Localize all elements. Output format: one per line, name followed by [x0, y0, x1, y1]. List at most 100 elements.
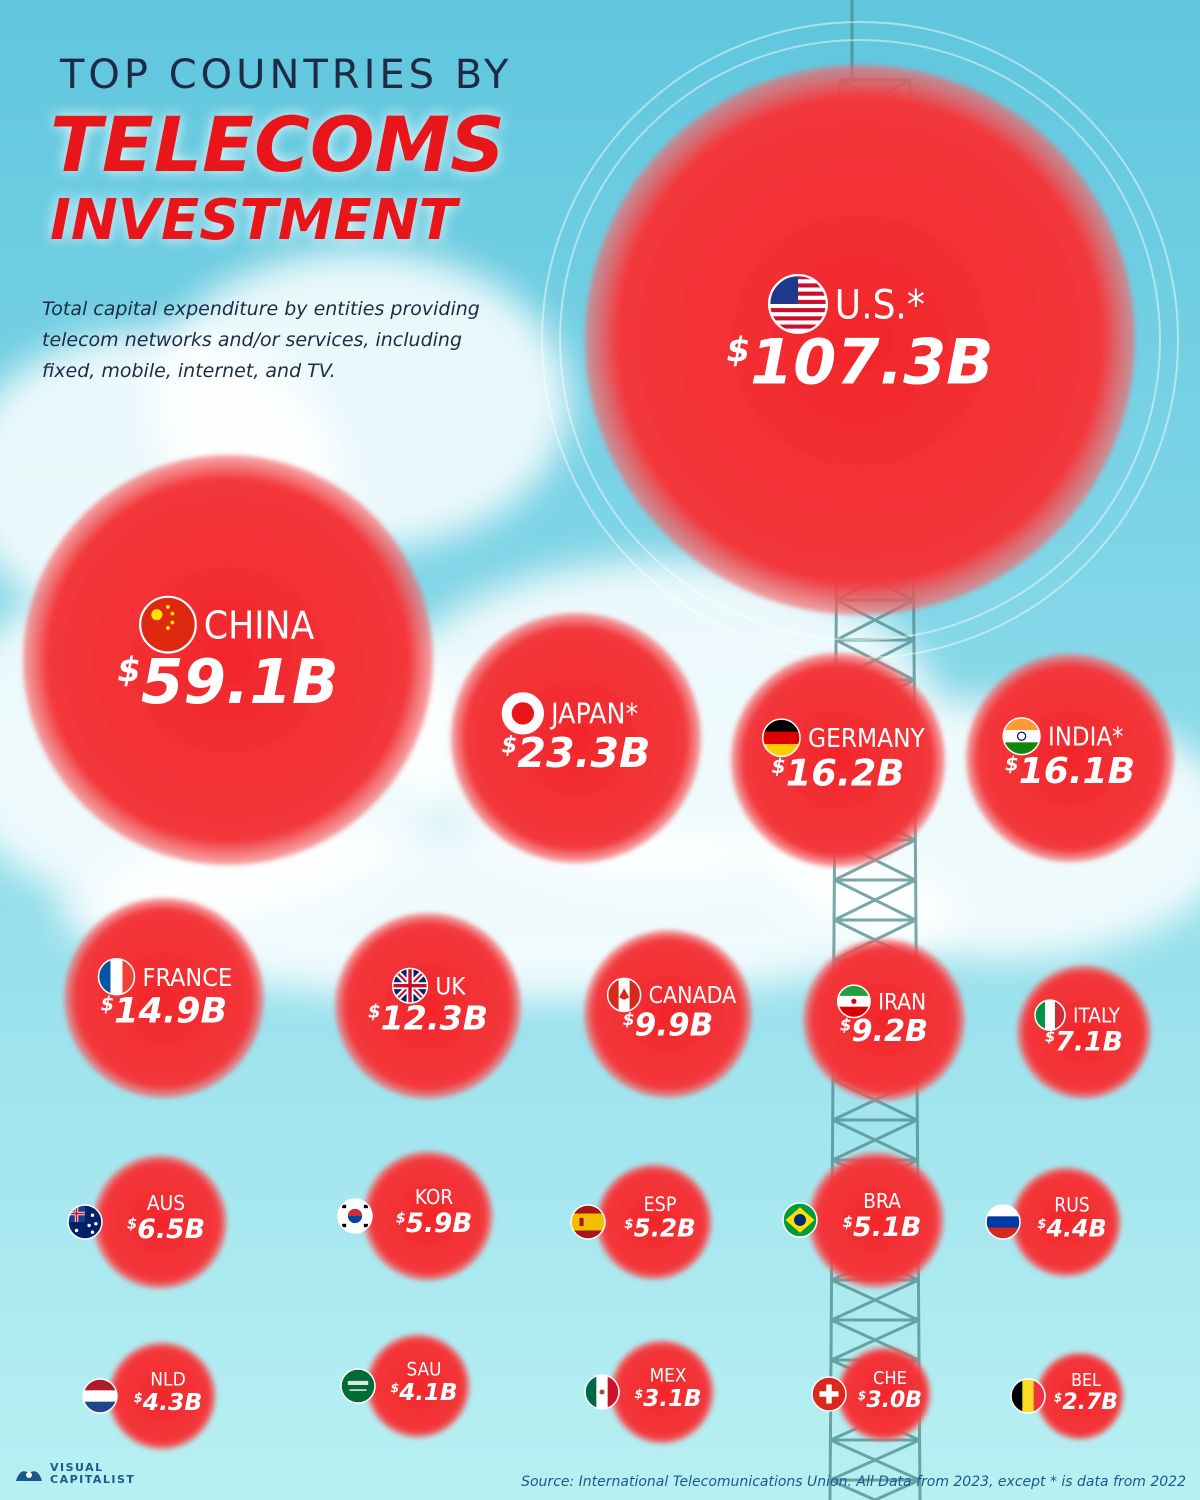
- bubble-circle-uk: [335, 913, 521, 1099]
- bubble-uk: UK$12.3B: [335, 913, 521, 1099]
- country-label-uk: UK: [435, 972, 466, 1000]
- brazil-flag-icon: [782, 1202, 818, 1238]
- bubble-che: CHE$3.0B: [811, 1347, 931, 1441]
- country-label-india: INDIA*: [1048, 722, 1124, 752]
- bubble-iran: IRAN$9.2B: [803, 939, 965, 1101]
- value-label-rus: $4.4B: [1037, 1214, 1106, 1242]
- bubble-nld: NLD$4.3B: [82, 1342, 216, 1450]
- germany-flag-icon: [761, 718, 801, 758]
- bubble-circle-bra: [808, 1152, 944, 1288]
- bubble-esp: ESP$5.2B: [570, 1164, 712, 1280]
- country-label-japan: JAPAN*: [549, 698, 638, 731]
- value-label-bra: $5.1B: [843, 1212, 922, 1243]
- source-note: Source: International Telecomunications …: [521, 1474, 1186, 1490]
- bubble-circle-rus: [1011, 1167, 1121, 1277]
- value-label-canada: $9.9B: [623, 1008, 713, 1044]
- bubble-circle-che: [837, 1347, 931, 1441]
- country-label-bel: BEL: [1071, 1371, 1101, 1391]
- bubble-circle-us: [585, 65, 1135, 615]
- russia-flag-icon: [985, 1204, 1021, 1240]
- value-label-india: $16.1B: [1005, 751, 1135, 792]
- visual-capitalist-logo: VISUAL CAPITALIST: [14, 1462, 135, 1486]
- korea-flag-icon: [337, 1198, 373, 1234]
- bubble-circle-canada: [584, 930, 752, 1098]
- country-label-iran: IRAN: [878, 989, 926, 1015]
- value-label-nld: $4.3B: [134, 1388, 203, 1416]
- bubble-circle-esp: [596, 1164, 712, 1280]
- value-label-kor: $5.9B: [396, 1209, 473, 1239]
- country-label-canada: CANADA: [649, 983, 737, 1009]
- country-label-us: U.S.*: [835, 282, 925, 328]
- value-label-aus: $6.5B: [127, 1214, 205, 1245]
- value-label-france: $14.9B: [101, 992, 227, 1032]
- iran-flag-icon: [836, 984, 871, 1019]
- value-label-us: $107.3B: [726, 325, 993, 398]
- value-label-germany: $16.2B: [772, 752, 905, 795]
- india-flag-icon: [1002, 717, 1041, 756]
- value-label-china: $59.1B: [117, 647, 338, 718]
- bubble-us: U.S.*$107.3B: [585, 65, 1135, 615]
- bubble-rus: RUS$4.4B: [985, 1167, 1121, 1277]
- bubble-france: FRANCE$14.9B: [64, 898, 264, 1098]
- mexico-flag-icon: [584, 1374, 620, 1410]
- country-label-aus: AUS: [147, 1191, 185, 1215]
- bubble-bra: BRA$5.1B: [782, 1152, 944, 1288]
- bubble-germany: GERMANY$16.2B: [731, 653, 945, 867]
- logo-text: VISUAL CAPITALIST: [50, 1462, 135, 1486]
- title-line-3: INVESTMENT: [50, 188, 457, 253]
- bubble-bel: BEL$2.7B: [1010, 1352, 1124, 1440]
- bubble-circle-india: [966, 654, 1174, 862]
- bubble-aus: AUS$6.5B: [67, 1155, 227, 1289]
- bubble-circle-italy: [1017, 965, 1151, 1099]
- bubble-japan: JAPAN*$23.3B: [451, 613, 701, 863]
- bubble-canada: CANADA$9.9B: [584, 930, 752, 1098]
- bubble-circle-germany: [731, 653, 945, 867]
- bubble-circle-aus: [93, 1155, 227, 1289]
- france-flag-icon: [97, 958, 136, 996]
- value-label-japan: $23.3B: [502, 729, 651, 777]
- japan-flag-icon: [501, 692, 544, 735]
- logo-line-1: VISUAL: [50, 1461, 104, 1474]
- uk-flag-icon: [391, 967, 429, 1004]
- title-line-1: TOP COUNTRIES BY: [60, 52, 513, 98]
- country-label-germany: GERMANY: [808, 724, 925, 754]
- bubble-circle-iran: [803, 939, 965, 1101]
- country-label-france: FRANCE: [143, 963, 233, 992]
- bubble-circle-japan: [451, 613, 701, 863]
- country-label-bra: BRA: [863, 1189, 901, 1213]
- netherlands-flag-icon: [82, 1378, 118, 1414]
- value-label-uk: $12.3B: [368, 998, 488, 1037]
- bubble-circle-mex: [610, 1340, 714, 1444]
- country-label-china: CHINA: [204, 604, 315, 649]
- bubble-india: INDIA*$16.1B: [966, 654, 1174, 862]
- bubble-italy: ITALY$7.1B: [1017, 965, 1151, 1099]
- switzerland-flag-icon: [811, 1376, 847, 1412]
- logo-line-2: CAPITALIST: [50, 1473, 136, 1486]
- italy-flag-icon: [1034, 999, 1066, 1031]
- title-line-2: TELECOMS: [50, 100, 505, 189]
- bubble-circle-france: [64, 898, 264, 1098]
- saudi-flag-icon: [340, 1368, 376, 1404]
- bubble-kor: KOR$5.9B: [337, 1151, 493, 1281]
- bubble-china: CHINA$59.1B: [23, 455, 433, 865]
- value-label-sau: $4.1B: [390, 1380, 457, 1406]
- country-label-italy: ITALY: [1073, 1004, 1121, 1028]
- logo-icon: [16, 1471, 42, 1481]
- value-label-bel: $2.7B: [1054, 1390, 1118, 1415]
- value-label-mex: $3.1B: [634, 1386, 701, 1412]
- country-label-kor: KOR: [415, 1185, 453, 1209]
- china-flag-icon: [139, 595, 197, 654]
- bubble-sau: SAU$4.1B: [340, 1334, 470, 1438]
- country-label-nld: NLD: [150, 1368, 186, 1390]
- country-label-che: CHE: [873, 1368, 907, 1389]
- country-label-esp: ESP: [644, 1193, 677, 1216]
- country-label-rus: RUS: [1054, 1193, 1090, 1216]
- subtitle: Total capital expenditure by entities pr…: [42, 298, 480, 382]
- country-label-mex: MEX: [650, 1366, 687, 1387]
- value-label-esp: $5.2B: [624, 1214, 695, 1243]
- bubble-mex: MEX$3.1B: [584, 1340, 714, 1444]
- country-label-sau: SAU: [407, 1360, 442, 1381]
- bubble-circle-kor: [363, 1151, 493, 1281]
